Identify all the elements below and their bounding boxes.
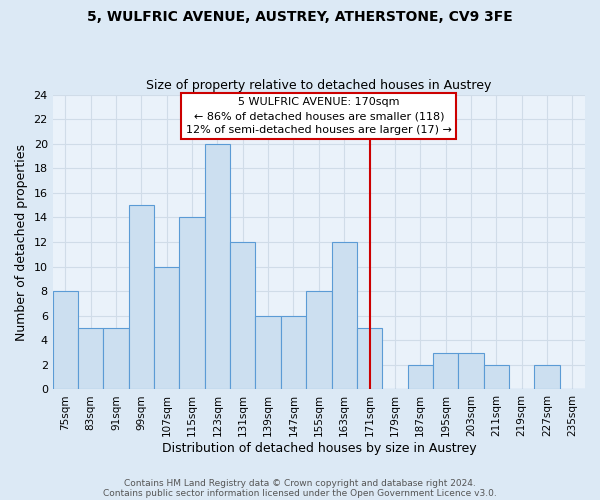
Bar [407,365,433,390]
Bar [332,242,357,390]
Bar [535,365,560,390]
Bar [281,316,306,390]
Text: 5, WULFRIC AVENUE, AUSTREY, ATHERSTONE, CV9 3FE: 5, WULFRIC AVENUE, AUSTREY, ATHERSTONE, … [87,10,513,24]
Text: Contains public sector information licensed under the Open Government Licence v3: Contains public sector information licen… [103,488,497,498]
Bar [484,365,509,390]
Bar [306,291,332,390]
Y-axis label: Number of detached properties: Number of detached properties [15,144,28,340]
Bar [357,328,382,390]
Bar [256,316,281,390]
Bar [179,218,205,390]
Bar [129,205,154,390]
Bar [154,266,179,390]
Text: 5 WULFRIC AVENUE: 170sqm
← 86% of detached houses are smaller (118)
12% of semi-: 5 WULFRIC AVENUE: 170sqm ← 86% of detach… [186,97,452,135]
Bar [433,352,458,390]
Title: Size of property relative to detached houses in Austrey: Size of property relative to detached ho… [146,79,491,92]
Bar [103,328,129,390]
X-axis label: Distribution of detached houses by size in Austrey: Distribution of detached houses by size … [161,442,476,455]
Bar [53,291,78,390]
Bar [230,242,256,390]
Bar [205,144,230,390]
Bar [458,352,484,390]
Text: Contains HM Land Registry data © Crown copyright and database right 2024.: Contains HM Land Registry data © Crown c… [124,478,476,488]
Bar [78,328,103,390]
